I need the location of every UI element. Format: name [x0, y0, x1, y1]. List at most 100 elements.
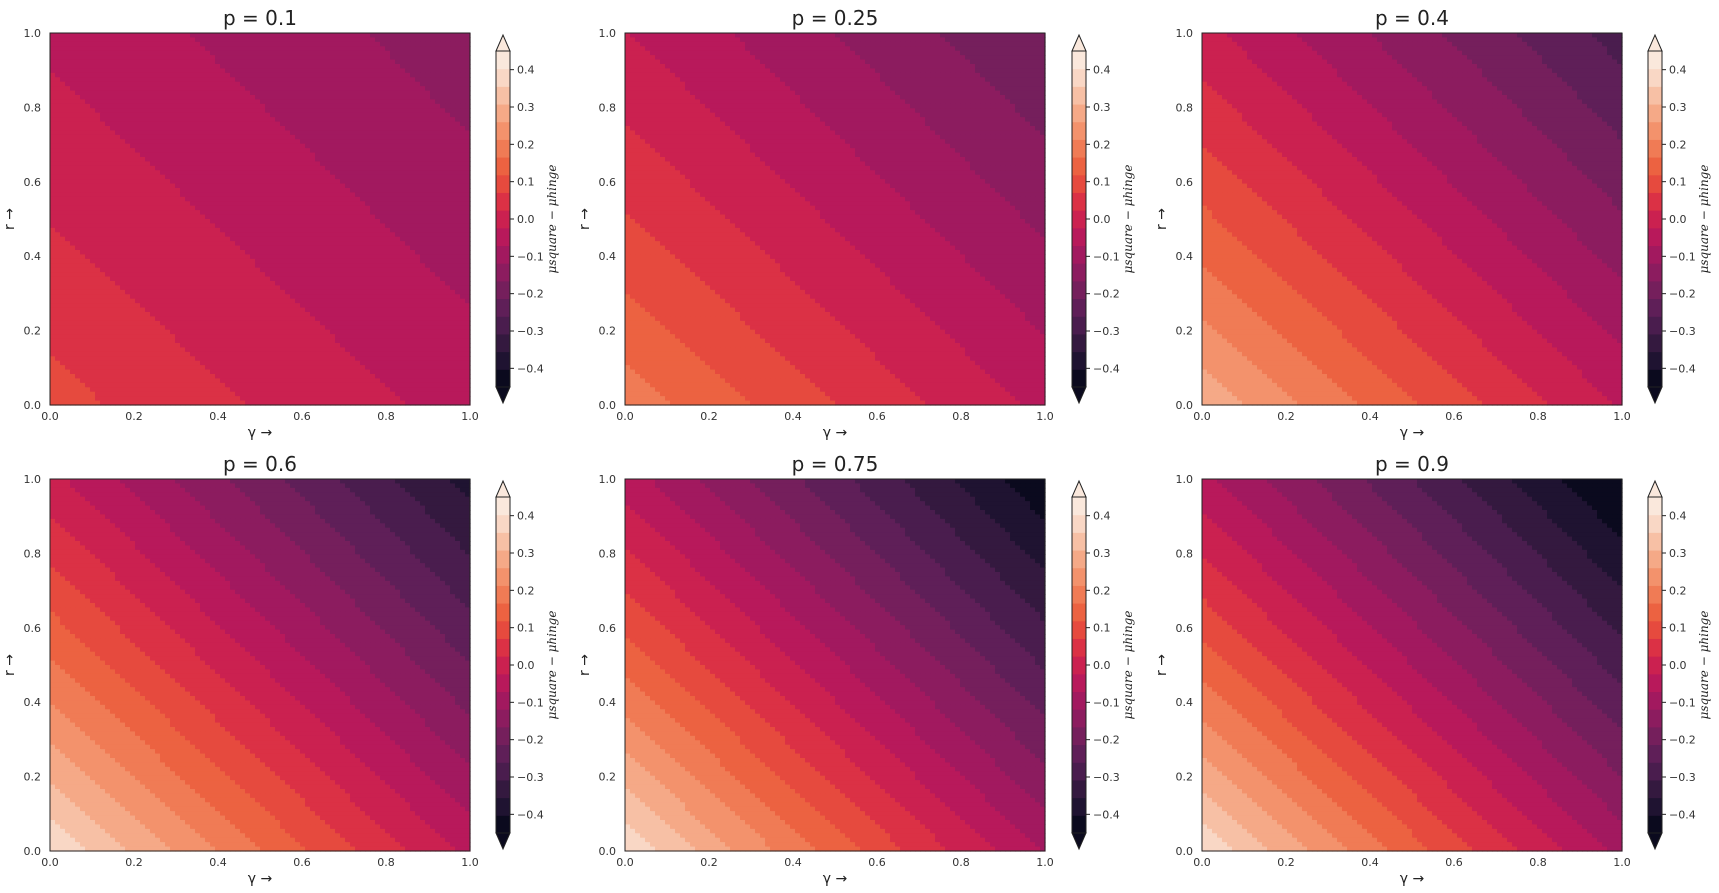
- contour-cell: [55, 117, 61, 122]
- contour-cell: [425, 219, 431, 224]
- contour-cell: [205, 55, 211, 60]
- contour-cell: [150, 60, 156, 65]
- contour-cell: [75, 37, 81, 42]
- contour-cell: [295, 157, 301, 162]
- contour-cell: [235, 33, 241, 38]
- contour-cell: [120, 86, 126, 91]
- contour-cell: [370, 184, 376, 189]
- contour-cell: [200, 201, 206, 206]
- contour-cell: [145, 77, 151, 82]
- contour-cell: [265, 210, 271, 215]
- contour-cell: [350, 197, 356, 202]
- contour-cell: [100, 210, 106, 215]
- contour-cell: [155, 161, 161, 166]
- contour-cell: [400, 122, 406, 127]
- contour-cell: [250, 157, 256, 162]
- contour-cell: [245, 268, 251, 273]
- contour-cell: [220, 122, 226, 127]
- contour-cell: [335, 290, 341, 295]
- contour-cell: [230, 139, 236, 144]
- contour-cell: [120, 82, 126, 87]
- contour-cell: [190, 37, 196, 42]
- contour-cell: [320, 188, 326, 193]
- contour-cell: [250, 33, 256, 38]
- contour-cell: [315, 33, 321, 38]
- contour-cell: [390, 179, 396, 184]
- contour-cell: [430, 259, 436, 264]
- contour-cell: [100, 82, 106, 87]
- contour-cell: [290, 188, 296, 193]
- contour-cell: [70, 153, 76, 158]
- contour-cell: [390, 82, 396, 87]
- contour-cell: [435, 139, 441, 144]
- contour-cell: [450, 232, 456, 237]
- contour-cell: [205, 130, 211, 135]
- contour-cell: [380, 122, 386, 127]
- contour-cell: [145, 82, 151, 87]
- contour-cell: [50, 272, 56, 277]
- contour-cell: [280, 139, 286, 144]
- contour-cell: [125, 55, 131, 60]
- contour-cell: [170, 277, 176, 282]
- contour-cell: [255, 290, 261, 295]
- contour-cell: [330, 51, 336, 56]
- contour-cell: [175, 99, 181, 104]
- contour-cell: [440, 161, 446, 166]
- contour-cell: [50, 232, 56, 237]
- contour-cell: [250, 60, 256, 65]
- contour-cell: [290, 104, 296, 109]
- contour-cell: [460, 122, 466, 127]
- contour-cell: [70, 113, 76, 118]
- contour-cell: [340, 223, 346, 228]
- contour-cell: [80, 73, 86, 78]
- contour-cell: [255, 161, 261, 166]
- contour-cell: [115, 201, 121, 206]
- contour-cell: [330, 157, 336, 162]
- contour-cell: [160, 170, 166, 175]
- contour-cell: [285, 126, 291, 131]
- contour-cell: [280, 153, 286, 158]
- contour-cell: [230, 46, 236, 51]
- contour-cell: [285, 122, 291, 127]
- contour-cell: [65, 277, 71, 282]
- contour-cell: [280, 86, 286, 91]
- contour-cell: [380, 104, 386, 109]
- contour-cell: [310, 179, 316, 184]
- contour-cell: [200, 228, 206, 233]
- contour-cell: [135, 285, 141, 290]
- contour-cell: [150, 161, 156, 166]
- contour-cell: [245, 294, 251, 299]
- contour-cell: [215, 188, 221, 193]
- contour-cell: [345, 175, 351, 180]
- contour-cell: [355, 46, 361, 51]
- contour-cell: [55, 259, 61, 264]
- contour-cell: [100, 272, 106, 277]
- contour-cell: [385, 68, 391, 73]
- contour-cell: [245, 281, 251, 286]
- contour-cell: [145, 263, 151, 268]
- contour-cell: [440, 99, 446, 104]
- contour-cell: [180, 144, 186, 149]
- contour-cell: [100, 228, 106, 233]
- contour-cell: [125, 197, 131, 202]
- contour-cell: [120, 263, 126, 268]
- contour-cell: [80, 294, 86, 299]
- contour-cell: [380, 201, 386, 206]
- contour-cell: [265, 179, 271, 184]
- contour-cell: [135, 153, 141, 158]
- contour-cell: [145, 122, 151, 127]
- contour-cell: [235, 184, 241, 189]
- contour-cell: [370, 232, 376, 237]
- contour-cell: [330, 108, 336, 113]
- contour-cell: [75, 175, 81, 180]
- contour-cell: [180, 290, 186, 295]
- contour-cell: [155, 272, 161, 277]
- contour-cell: [265, 126, 271, 131]
- contour-cell: [115, 268, 121, 273]
- contour-cell: [275, 86, 281, 91]
- contour-cell: [100, 117, 106, 122]
- contour-cell: [90, 290, 96, 295]
- contour-cell: [135, 135, 141, 140]
- contour-cell: [180, 175, 186, 180]
- contour-cell: [325, 46, 331, 51]
